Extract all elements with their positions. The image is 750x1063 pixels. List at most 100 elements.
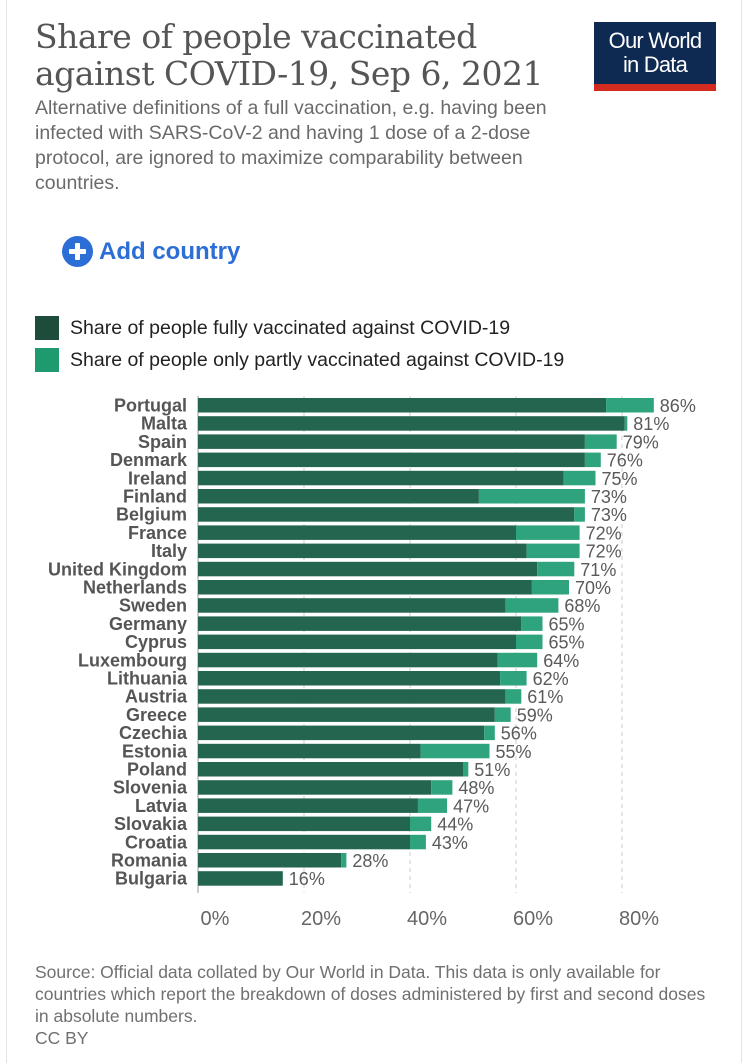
value-label: 44%: [437, 815, 473, 835]
chart-title-line1: Share of people vaccinated: [35, 17, 477, 56]
bars: [198, 398, 654, 886]
category-label: Austria: [125, 687, 188, 707]
bar-fully-vaccinated[interactable]: [198, 707, 495, 722]
legend-item-fully[interactable]: Share of people fully vaccinated against…: [35, 312, 564, 344]
bar-fully-vaccinated[interactable]: [198, 489, 479, 504]
bar-fully-vaccinated[interactable]: [198, 853, 342, 868]
bar-fully-vaccinated[interactable]: [198, 507, 575, 522]
bar-fully-vaccinated[interactable]: [198, 398, 607, 413]
category-label: Ireland: [128, 468, 187, 488]
value-label: 73%: [591, 505, 627, 525]
x-tick-label: 80%: [619, 908, 659, 930]
bar-fully-vaccinated[interactable]: [198, 798, 418, 813]
category-label: Latvia: [135, 796, 188, 816]
bar-partly-vaccinated[interactable]: [505, 689, 522, 704]
value-label: 28%: [352, 851, 388, 871]
stacked-bar-chart: PortugalMaltaSpainDenmarkIrelandFinlandB…: [48, 396, 696, 931]
category-label: United Kingdom: [48, 559, 187, 579]
category-label: Slovakia: [114, 814, 188, 834]
category-label: Romania: [111, 851, 188, 871]
bar-fully-vaccinated[interactable]: [198, 816, 410, 832]
logo-line2: in Data: [622, 52, 688, 77]
category-label: Malta: [141, 414, 188, 434]
bar-partly-vaccinated[interactable]: [584, 434, 617, 449]
category-label: Slovenia: [113, 778, 188, 798]
bar-fully-vaccinated[interactable]: [198, 762, 463, 777]
bar-fully-vaccinated[interactable]: [198, 598, 506, 613]
x-tick-label: 20%: [301, 908, 341, 930]
value-label: 71%: [580, 560, 616, 580]
bar-fully-vaccinated[interactable]: [198, 616, 522, 631]
bar-fully-vaccinated[interactable]: [198, 743, 421, 759]
category-label: Spain: [138, 432, 187, 452]
bar-partly-vaccinated[interactable]: [431, 780, 453, 795]
add-country-button[interactable]: Add country: [62, 236, 240, 267]
bar-partly-vaccinated[interactable]: [494, 707, 511, 722]
bar-fully-vaccinated[interactable]: [198, 871, 283, 886]
category-label: Cyprus: [125, 632, 187, 652]
bar-partly-vaccinated[interactable]: [574, 507, 585, 522]
x-tick-label: 60%: [513, 908, 553, 930]
category-label: France: [128, 523, 187, 543]
bar-fully-vaccinated[interactable]: [198, 452, 585, 468]
category-labels: PortugalMaltaSpainDenmarkIrelandFinlandB…: [48, 396, 188, 889]
bar-partly-vaccinated[interactable]: [341, 853, 347, 868]
value-label: 64%: [543, 651, 579, 671]
value-label: 48%: [458, 778, 494, 798]
legend-label-fully: Share of people fully vaccinated against…: [70, 316, 511, 339]
license-note: CC BY: [35, 1028, 89, 1048]
bar-partly-vaccinated[interactable]: [484, 725, 495, 741]
bar-partly-vaccinated[interactable]: [521, 616, 543, 631]
bar-partly-vaccinated[interactable]: [410, 816, 432, 832]
bar-partly-vaccinated[interactable]: [500, 671, 527, 686]
bar-fully-vaccinated[interactable]: [198, 580, 532, 595]
bar-fully-vaccinated[interactable]: [198, 689, 506, 704]
bar-partly-vaccinated[interactable]: [410, 834, 426, 850]
bar-fully-vaccinated[interactable]: [198, 525, 516, 540]
bar-fully-vaccinated[interactable]: [198, 470, 564, 486]
bar-partly-vaccinated[interactable]: [516, 634, 543, 650]
value-label: 56%: [501, 724, 537, 744]
bar-partly-vaccinated[interactable]: [516, 525, 580, 540]
bar-fully-vaccinated[interactable]: [198, 543, 527, 559]
bar-fully-vaccinated[interactable]: [198, 725, 485, 741]
bar-partly-vaccinated[interactable]: [526, 543, 580, 559]
bar-fully-vaccinated[interactable]: [198, 780, 432, 795]
bar-partly-vaccinated[interactable]: [531, 580, 569, 595]
legend-item-partly[interactable]: Share of people only partly vaccinated a…: [35, 344, 564, 376]
bar-partly-vaccinated[interactable]: [497, 652, 538, 668]
legend-swatch-partly: [35, 348, 59, 372]
bar-partly-vaccinated[interactable]: [505, 598, 559, 613]
bar-fully-vaccinated[interactable]: [198, 671, 501, 686]
bar-fully-vaccinated[interactable]: [198, 634, 516, 650]
bar-partly-vaccinated[interactable]: [624, 416, 628, 431]
owid-logo[interactable]: Our World in Data: [594, 22, 716, 91]
category-label: Belgium: [116, 505, 187, 525]
value-label: 86%: [660, 396, 696, 416]
category-label: Finland: [123, 487, 187, 507]
category-label: Sweden: [119, 596, 187, 616]
value-label: 61%: [527, 687, 563, 707]
chart-title: Share of people vaccinated against COVID…: [35, 18, 555, 92]
bar-partly-vaccinated[interactable]: [606, 398, 654, 413]
value-label: 55%: [496, 742, 532, 762]
bar-fully-vaccinated[interactable]: [198, 416, 625, 431]
bar-partly-vaccinated[interactable]: [420, 743, 490, 759]
bar-fully-vaccinated[interactable]: [198, 561, 538, 577]
bar-partly-vaccinated[interactable]: [537, 561, 575, 577]
bar-partly-vaccinated[interactable]: [478, 489, 585, 504]
value-labels: 86%81%79%76%75%73%73%72%72%71%70%68%65%6…: [289, 396, 696, 889]
value-label: 72%: [586, 542, 622, 562]
value-label: 47%: [453, 796, 489, 816]
category-label: Luxembourg: [78, 650, 187, 670]
bar-partly-vaccinated[interactable]: [563, 470, 596, 486]
bar-partly-vaccinated[interactable]: [463, 762, 469, 777]
x-axis-ticks: 0% 20% 40% 60% 80%: [201, 908, 660, 930]
legend-swatch-fully: [35, 316, 59, 340]
value-label: 81%: [633, 414, 669, 434]
bar-partly-vaccinated[interactable]: [417, 798, 448, 813]
bar-partly-vaccinated[interactable]: [584, 452, 601, 468]
bar-fully-vaccinated[interactable]: [198, 652, 498, 668]
bar-fully-vaccinated[interactable]: [198, 834, 410, 850]
bar-fully-vaccinated[interactable]: [198, 434, 585, 449]
